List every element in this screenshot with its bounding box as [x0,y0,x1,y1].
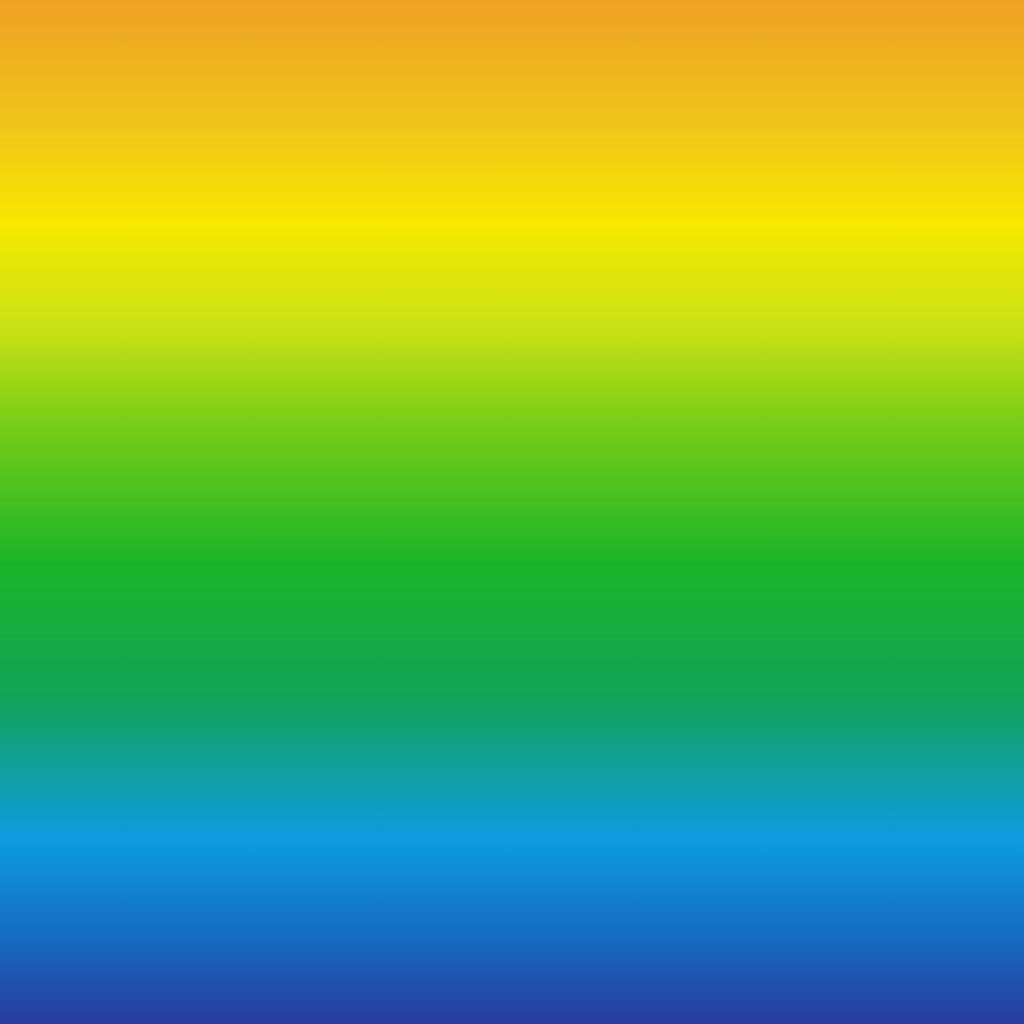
temperature-raster-map [0,0,1024,1024]
colormap-fallback-gradient [0,0,1024,1024]
